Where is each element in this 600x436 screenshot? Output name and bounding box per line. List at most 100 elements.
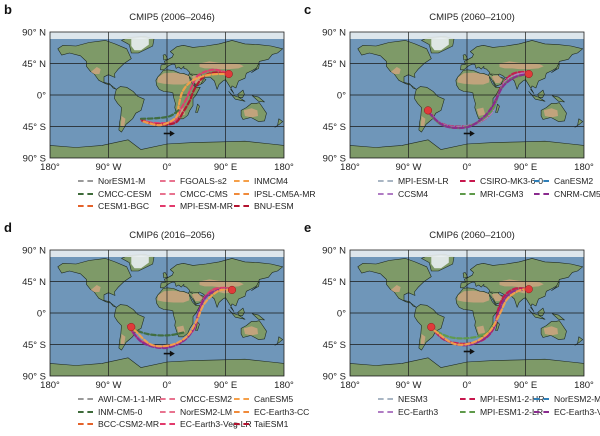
lat-tick-label: 45° S — [23, 122, 46, 133]
lat-tick-label: 90° S — [23, 372, 46, 383]
legend-swatch — [160, 423, 175, 425]
legend-item: IPSL-CM5A-MR — [234, 189, 316, 199]
lat-tick-label: 0° — [337, 91, 346, 102]
legend-label: INMCM4 — [254, 176, 288, 186]
desert-australia-desert — [543, 326, 558, 336]
legend-label: MPI-ESM-MR — [180, 201, 233, 211]
legend-item: BCC-CSM2-MR — [78, 419, 159, 429]
lat-tick-label: 90° N — [22, 28, 46, 39]
panel-d: d CMIP6 (2016–2056) 90° N 45° N 0° 45° S 90° S… — [0, 218, 309, 436]
lat-tick-label: 0° — [337, 309, 346, 320]
desert-arabian-desert — [491, 75, 503, 84]
legend-swatch — [160, 410, 175, 413]
legend-label: NorESM2-LM — [180, 406, 233, 417]
legend-label: CNRM-CM5 — [554, 188, 600, 199]
legend-label: FGOALS-s2 — [180, 176, 227, 186]
legend-item: EC-Earth3-CC — [234, 407, 309, 417]
desert-australia-desert — [243, 108, 258, 118]
lat-tick-label: 45° N — [22, 277, 46, 288]
legend-item: NorESM1-M — [78, 176, 145, 186]
legend-label: TaiESM1 — [254, 419, 289, 429]
landmass-japan — [251, 281, 260, 291]
lon-tick-label: 180° — [274, 162, 294, 173]
legend-item: EC-Earth3-Veg — [534, 407, 600, 417]
legend-label: CESM1-BGC — [98, 201, 150, 211]
legend-swatch — [460, 192, 475, 195]
lon-tick-label: 180° — [40, 162, 60, 173]
desert-patagonia — [420, 116, 426, 128]
legend-item: CMCC-CMS — [160, 189, 228, 199]
legend-swatch — [378, 180, 393, 182]
panel-c: c CMIP5 (2060–2100) 90° N 45° N 0° 45° S 90° S… — [300, 0, 600, 218]
legend-swatch — [160, 180, 175, 182]
legend-item: CMCC-ESM2 — [160, 394, 232, 404]
legend-item: EC-Earth3-Veg-LR — [160, 419, 252, 429]
legend-item: MPI-ESM-MR — [160, 201, 233, 211]
legend-item: MPI-ESM-LR — [378, 176, 449, 186]
legend-item: INMCM4 — [234, 176, 288, 186]
panel-b: b CMIP5 (2006–2046) 90° N 45° N 0° 45° S 90° S… — [0, 0, 316, 218]
legend-swatch — [460, 410, 475, 413]
lon-tick-label: 90° E — [214, 380, 237, 391]
legend-swatch — [378, 410, 393, 413]
desert-australia-desert — [243, 326, 258, 336]
landmass-north-america — [357, 258, 432, 308]
legend-swatch — [378, 398, 393, 400]
desert-us-southwest — [390, 67, 401, 74]
map-frame — [49, 249, 285, 377]
legend-item: CESM1-BGC — [78, 201, 149, 211]
lat-tick-label: 0° — [37, 91, 46, 102]
legend-item: CanESM5 — [234, 394, 293, 404]
legend-label: MPI-ESM1-2-LR — [480, 406, 544, 417]
landmass-new-guinea — [551, 313, 565, 321]
map-frame — [349, 249, 585, 377]
legend-label: INM-CM5-0 — [98, 406, 143, 417]
lon-tick-label: 90° W — [396, 162, 422, 173]
landmass-new-guinea — [551, 95, 565, 103]
desert-sahara — [157, 290, 190, 303]
legend-label: EC-Earth3-CC — [254, 406, 310, 417]
legend-item: BNU-ESM — [234, 201, 294, 211]
lon-tick-label: 90° E — [214, 162, 237, 173]
desert-us-southwest — [90, 285, 101, 292]
legend-label: EC-Earth3 — [398, 406, 439, 417]
landmass-new-zealand — [274, 118, 284, 128]
legend-label: BNU-ESM — [254, 201, 294, 211]
lon-tick-label: 180° — [574, 380, 594, 391]
legend-swatch — [78, 423, 93, 425]
legend-item: CSIRO-MK3-6-0 — [460, 176, 543, 186]
lon-tick-label: 0° — [162, 162, 171, 173]
legend-item: TaiESM1 — [234, 419, 288, 429]
legend-label: AWI-CM-1-1-MR — [98, 394, 162, 404]
map-frame — [349, 31, 585, 159]
legend-item: CMCC-CESM — [78, 189, 151, 199]
map-frame — [49, 31, 285, 159]
desert-patagonia — [120, 116, 126, 128]
trajectory-track-c — [433, 288, 530, 346]
trajectory-track-east — [142, 72, 230, 127]
legend-label: NorESM1-M — [98, 176, 146, 186]
location-marker — [427, 322, 436, 332]
legend-swatch — [78, 398, 93, 400]
map-layers — [350, 32, 584, 158]
landmass-new-zealand — [574, 336, 584, 346]
legend-item: EC-Earth3 — [378, 407, 438, 417]
landmass-north-america — [57, 40, 132, 90]
legend-swatch — [460, 180, 475, 182]
trajectory-track-green — [130, 327, 185, 337]
lat-tick-label: 45° S — [323, 122, 346, 133]
legend-swatch — [160, 192, 175, 195]
lon-tick-label: 0° — [162, 380, 171, 391]
trajectory-track-green — [139, 107, 182, 120]
legend-item: MPI-ESM1-2-HR — [460, 394, 544, 404]
ice-greenland-ice — [431, 255, 449, 269]
legend-label: EC-Earth3-Veg-LR — [180, 419, 252, 429]
legend-swatch — [534, 192, 549, 195]
desert-patagonia — [420, 334, 426, 346]
legend-item: CNRM-CM5 — [534, 189, 600, 199]
landmass-japan — [551, 281, 560, 291]
legend-swatch — [534, 180, 549, 182]
location-marker — [524, 285, 533, 294]
